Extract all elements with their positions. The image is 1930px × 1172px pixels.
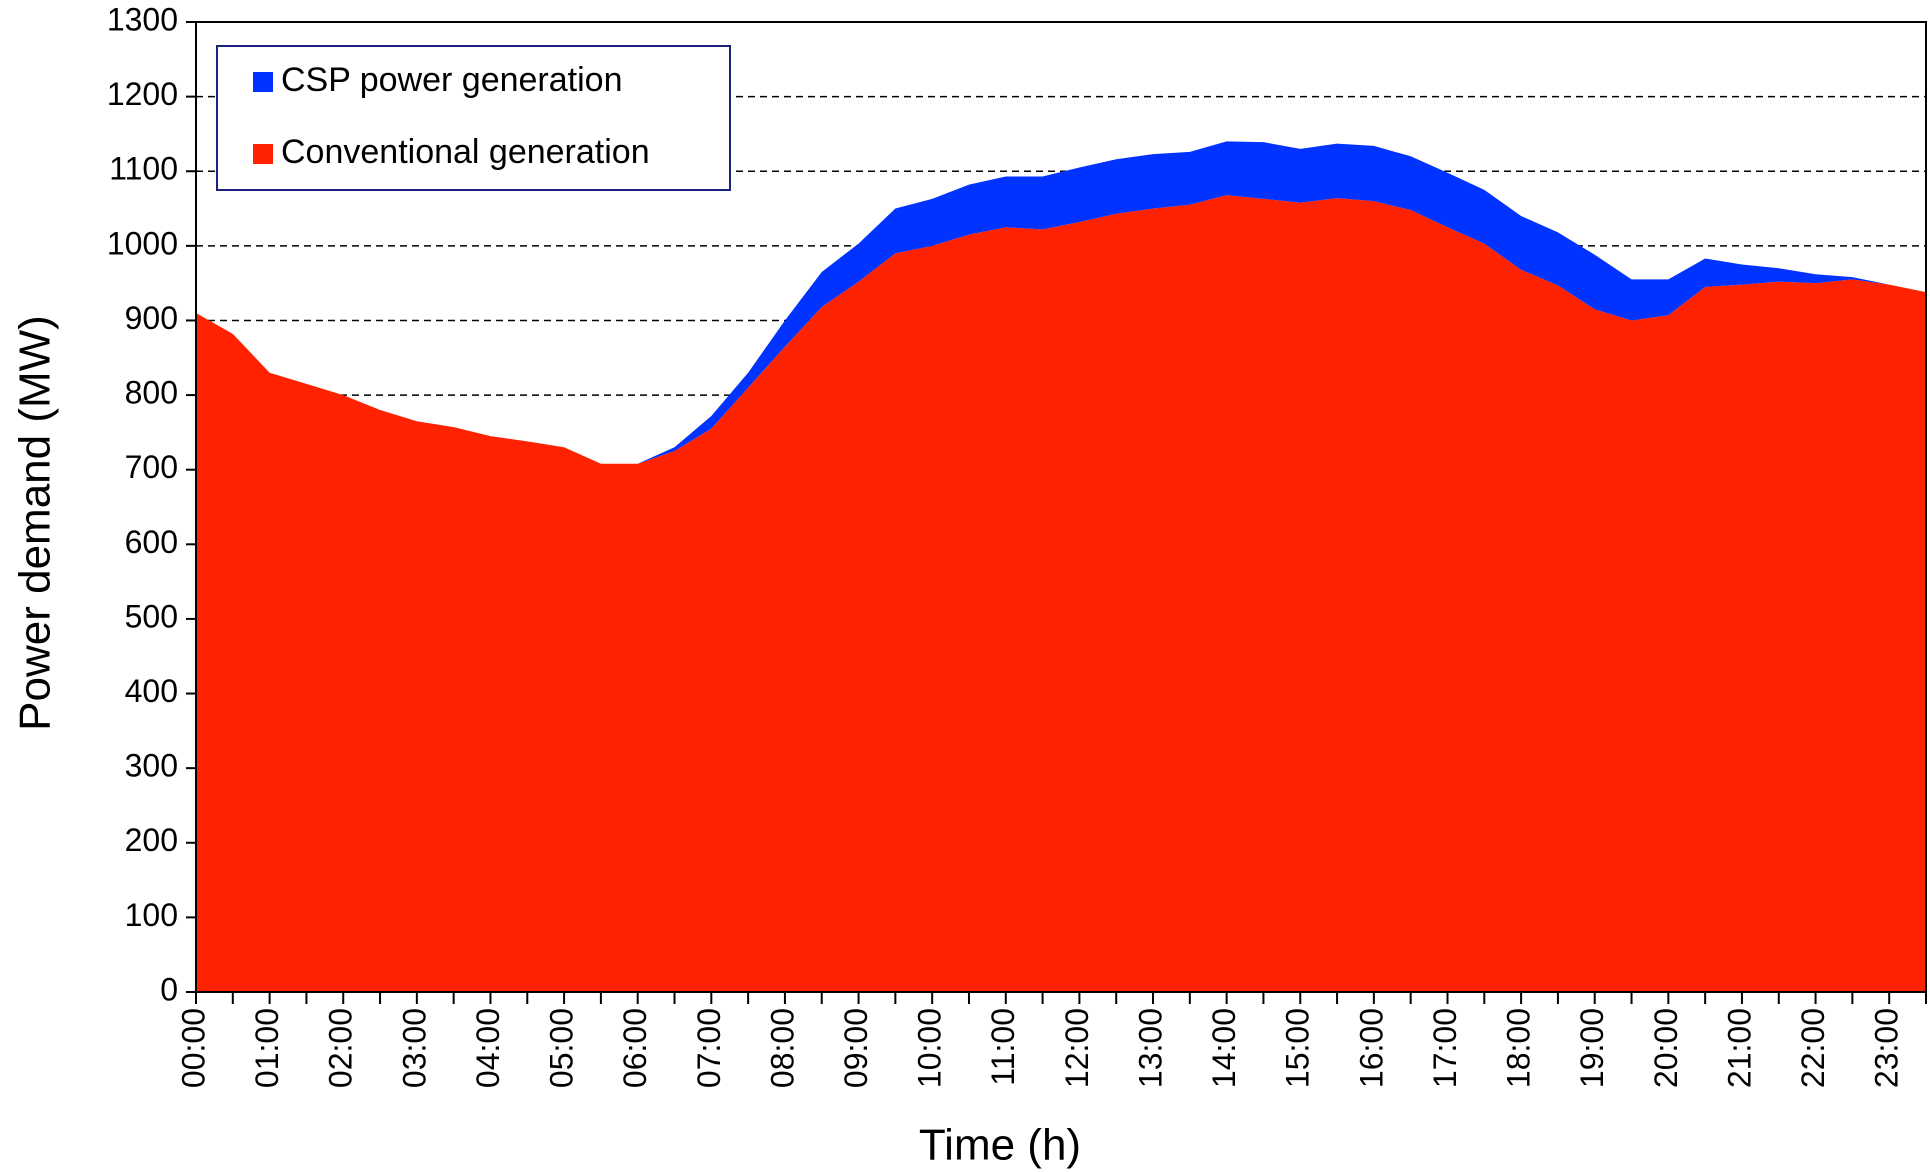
y-tick-label: 800: [125, 375, 178, 411]
x-tick-label: 02:00: [323, 1008, 359, 1088]
x-tick-label: 08:00: [764, 1008, 800, 1088]
x-tick-label: 00:00: [175, 1008, 211, 1088]
x-tick-label: 13:00: [1132, 1008, 1168, 1088]
y-tick-label: 300: [125, 748, 178, 784]
y-axis-title: Power demand (MW): [11, 315, 60, 731]
x-tick-label: 20:00: [1648, 1008, 1684, 1088]
y-tick-label: 600: [125, 524, 178, 560]
y-tick-label: 1100: [109, 151, 178, 187]
y-tick-label: 0: [160, 971, 178, 1007]
x-axis-title: Time (h): [919, 1121, 1081, 1170]
legend-box: [216, 45, 731, 191]
y-tick-label: 100: [125, 897, 178, 933]
x-tick-label: 18:00: [1501, 1008, 1537, 1088]
x-tick-label: 03:00: [396, 1008, 432, 1088]
x-tick-label: 04:00: [470, 1008, 506, 1088]
y-tick-label: 1300: [107, 1, 178, 37]
x-tick-label: 17:00: [1427, 1008, 1463, 1088]
x-tick-label: 22:00: [1795, 1008, 1831, 1088]
x-tick-label: 16:00: [1353, 1008, 1389, 1088]
legend-swatch: [253, 72, 273, 92]
x-tick-label: 19:00: [1574, 1008, 1610, 1088]
area: [196, 195, 1926, 993]
x-tick-label: 07:00: [691, 1008, 727, 1088]
y-tick-label: 900: [125, 300, 178, 336]
x-tick-label: 14:00: [1206, 1008, 1242, 1088]
y-tick-label: 200: [125, 822, 178, 858]
x-tick-label: 10:00: [912, 1008, 948, 1088]
y-tick-label: 500: [125, 598, 178, 634]
x-tick-label: 12:00: [1059, 1008, 1095, 1088]
legend-label: Conventional generation: [281, 133, 650, 171]
x-tick-label: 06:00: [617, 1008, 653, 1088]
legend-label: CSP power generation: [281, 61, 622, 99]
y-tick-label: 1000: [107, 225, 178, 261]
legend-swatch: [253, 144, 273, 164]
x-tick-label: 23:00: [1869, 1008, 1905, 1088]
x-tick-label: 11:00: [985, 1008, 1021, 1086]
x-tick-label: 01:00: [249, 1008, 285, 1088]
plot-frame: [195, 21, 1927, 993]
x-tick-label: 15:00: [1280, 1008, 1316, 1088]
x-tick-label: 05:00: [544, 1008, 580, 1088]
legend: CSP power generation Conventional generat…: [216, 45, 731, 191]
x-tick-label: 21:00: [1721, 1008, 1757, 1088]
area: [196, 141, 1926, 464]
x-tick-label: 09:00: [838, 1008, 874, 1088]
y-tick-label: 400: [125, 673, 178, 709]
y-tick-label: 700: [125, 449, 178, 485]
y-tick-label: 1200: [107, 76, 178, 112]
